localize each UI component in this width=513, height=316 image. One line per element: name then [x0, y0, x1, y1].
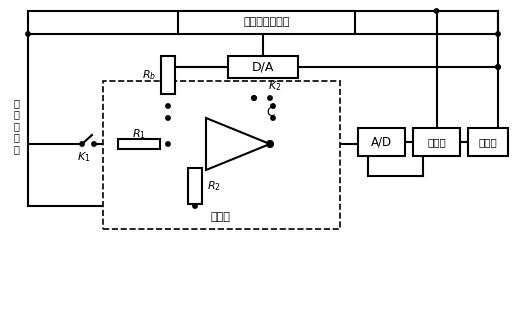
Circle shape	[26, 32, 30, 36]
Circle shape	[496, 32, 500, 36]
Circle shape	[267, 142, 272, 147]
Text: 显示器: 显示器	[479, 137, 498, 147]
Text: $R_1$: $R_1$	[132, 127, 146, 141]
Bar	[468, 128, 508, 156]
Circle shape	[271, 104, 275, 108]
Text: 输
入
信
号
端: 输 入 信 号 端	[13, 98, 19, 154]
Circle shape	[268, 96, 272, 100]
Circle shape	[252, 96, 256, 100]
Text: D/A: D/A	[252, 60, 274, 74]
Circle shape	[435, 9, 439, 13]
Text: $K_2$: $K_2$	[268, 79, 282, 93]
Circle shape	[80, 142, 84, 146]
Text: +: +	[208, 152, 218, 162]
Circle shape	[496, 65, 500, 69]
Bar	[228, 56, 298, 78]
Text: AD708: AD708	[221, 133, 247, 143]
Bar	[118, 139, 160, 149]
Text: $R_2$: $R_2$	[207, 179, 221, 193]
Circle shape	[92, 142, 96, 146]
Text: $K_1$: $K_1$	[77, 150, 91, 164]
Circle shape	[496, 65, 500, 69]
Text: 单片机: 单片机	[427, 137, 446, 147]
Text: C: C	[266, 106, 274, 118]
Bar	[413, 128, 460, 156]
Bar	[188, 168, 202, 204]
Circle shape	[267, 141, 273, 147]
Bar	[358, 128, 405, 156]
Bar	[178, 11, 355, 34]
Circle shape	[267, 142, 272, 147]
Text: −: −	[208, 126, 218, 136]
Polygon shape	[206, 118, 270, 170]
Circle shape	[252, 96, 256, 100]
Circle shape	[271, 116, 275, 120]
Text: $R_b$: $R_b$	[142, 68, 156, 82]
Circle shape	[193, 204, 197, 208]
Text: 积分器: 积分器	[210, 212, 230, 222]
Text: 输入信号检测器: 输入信号检测器	[243, 17, 290, 27]
Circle shape	[166, 116, 170, 120]
Bar	[103, 81, 340, 229]
Text: A/D: A/D	[371, 136, 392, 149]
Circle shape	[166, 104, 170, 108]
Circle shape	[166, 142, 170, 146]
Bar	[161, 56, 175, 94]
